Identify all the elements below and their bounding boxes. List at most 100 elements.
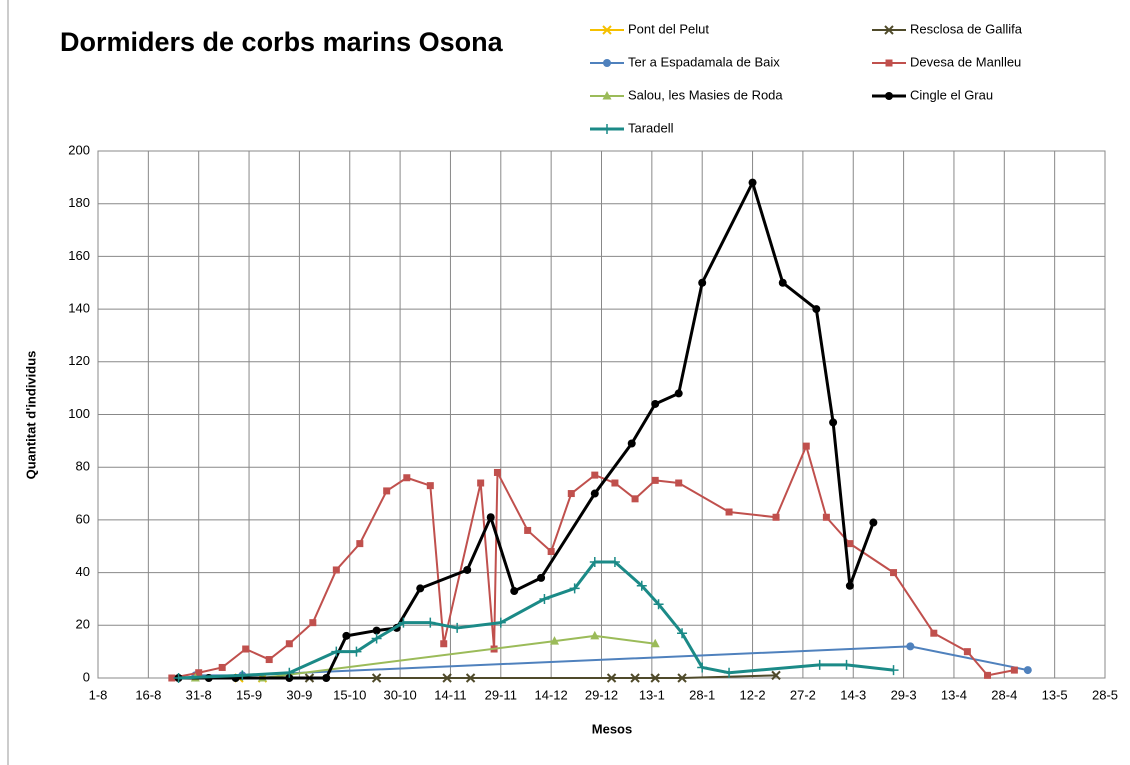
legend-entry: Devesa de Manlleu xyxy=(872,54,1021,69)
marker xyxy=(477,479,485,487)
legend-entry: Resclosa de Gallifa xyxy=(872,21,1023,36)
series-line xyxy=(178,181,875,680)
marker xyxy=(677,628,688,639)
marker xyxy=(537,573,546,582)
x-tick-label: 16-8 xyxy=(135,687,161,702)
y-tick-label: 200 xyxy=(68,142,90,157)
marker xyxy=(332,566,340,574)
x-tick-label: 30-9 xyxy=(286,687,312,702)
marker xyxy=(829,418,838,427)
legend-label: Devesa de Manlleu xyxy=(910,54,1021,69)
marker xyxy=(495,617,506,628)
x-tick-label: 14-12 xyxy=(535,687,568,702)
marker xyxy=(285,640,293,648)
y-tick-label: 40 xyxy=(76,564,90,579)
y-tick-label: 60 xyxy=(76,511,90,526)
marker xyxy=(426,482,434,490)
marker xyxy=(602,91,612,100)
marker xyxy=(822,513,830,521)
marker xyxy=(841,659,852,670)
legend-entry: Cingle el Grau xyxy=(872,87,993,102)
y-tick-label: 120 xyxy=(68,353,90,368)
y-tick-label: 0 xyxy=(83,669,90,684)
x-tick-label: 28-1 xyxy=(689,687,715,702)
marker xyxy=(698,278,707,287)
x-tick-label: 15-9 xyxy=(236,687,262,702)
x-tick-label: 13-1 xyxy=(639,687,665,702)
marker xyxy=(372,626,381,635)
marker xyxy=(524,526,532,534)
marker xyxy=(725,508,733,516)
marker xyxy=(591,471,599,479)
marker xyxy=(630,673,640,683)
marker xyxy=(590,630,600,640)
chart-title: Dormiders de corbs marins Osona xyxy=(60,27,504,57)
marker xyxy=(173,673,184,683)
legend-label: Taradell xyxy=(628,120,674,135)
marker xyxy=(285,674,294,682)
marker xyxy=(425,617,436,628)
marker xyxy=(168,674,176,682)
marker xyxy=(677,673,687,683)
marker xyxy=(218,663,226,671)
y-tick-label: 20 xyxy=(76,617,90,632)
x-tick-label: 29-3 xyxy=(891,687,917,702)
marker xyxy=(636,580,647,591)
marker xyxy=(674,389,683,398)
marker xyxy=(465,673,476,683)
x-tick-label: 29-11 xyxy=(485,687,517,702)
marker xyxy=(869,518,878,527)
marker xyxy=(342,631,351,640)
marker xyxy=(416,584,425,593)
marker xyxy=(242,645,250,653)
marker xyxy=(371,633,382,644)
marker xyxy=(265,656,273,664)
marker xyxy=(510,587,519,596)
marker xyxy=(590,489,599,498)
legend-entry: Taradell xyxy=(590,120,674,135)
marker xyxy=(884,25,894,35)
marker xyxy=(493,468,501,476)
marker xyxy=(452,622,463,633)
marker xyxy=(885,59,893,67)
marker xyxy=(611,479,619,487)
marker xyxy=(398,617,409,628)
marker xyxy=(1010,666,1018,674)
marker xyxy=(602,124,612,134)
marker xyxy=(371,673,382,683)
legend-label: Pont del Pelut xyxy=(628,21,709,36)
marker xyxy=(442,673,452,683)
y-tick-label: 180 xyxy=(68,195,90,210)
marker xyxy=(550,636,560,645)
marker xyxy=(650,638,660,648)
marker xyxy=(697,662,708,673)
x-tick-label: 28-5 xyxy=(1092,687,1118,702)
marker xyxy=(778,278,787,287)
marker xyxy=(802,442,810,450)
marker xyxy=(845,581,854,590)
x-axis-label: Mesos xyxy=(592,721,632,736)
x-tick-label: 1-8 xyxy=(89,687,108,702)
x-tick-label: 31-8 xyxy=(186,687,212,702)
y-tick-label: 80 xyxy=(76,459,90,474)
marker xyxy=(930,629,938,637)
legend-label: Cingle el Grau xyxy=(910,87,993,102)
marker xyxy=(383,487,391,495)
marker xyxy=(771,670,781,681)
marker xyxy=(984,671,992,679)
marker xyxy=(486,513,495,522)
marker xyxy=(569,583,580,594)
x-tick-label: 27-2 xyxy=(790,687,816,702)
x-tick-label: 13-4 xyxy=(941,687,967,702)
marker xyxy=(331,646,342,657)
marker xyxy=(539,593,550,604)
marker xyxy=(772,513,780,521)
series-line xyxy=(178,560,894,680)
x-tick-label: 30-10 xyxy=(383,687,416,702)
y-axis-label: Quantitat d'individus xyxy=(23,351,38,480)
x-tick-label: 14-11 xyxy=(434,687,466,702)
marker xyxy=(609,557,620,568)
y-tick-label: 140 xyxy=(68,301,90,316)
marker xyxy=(547,548,555,556)
x-tick-label: 13-5 xyxy=(1042,687,1068,702)
